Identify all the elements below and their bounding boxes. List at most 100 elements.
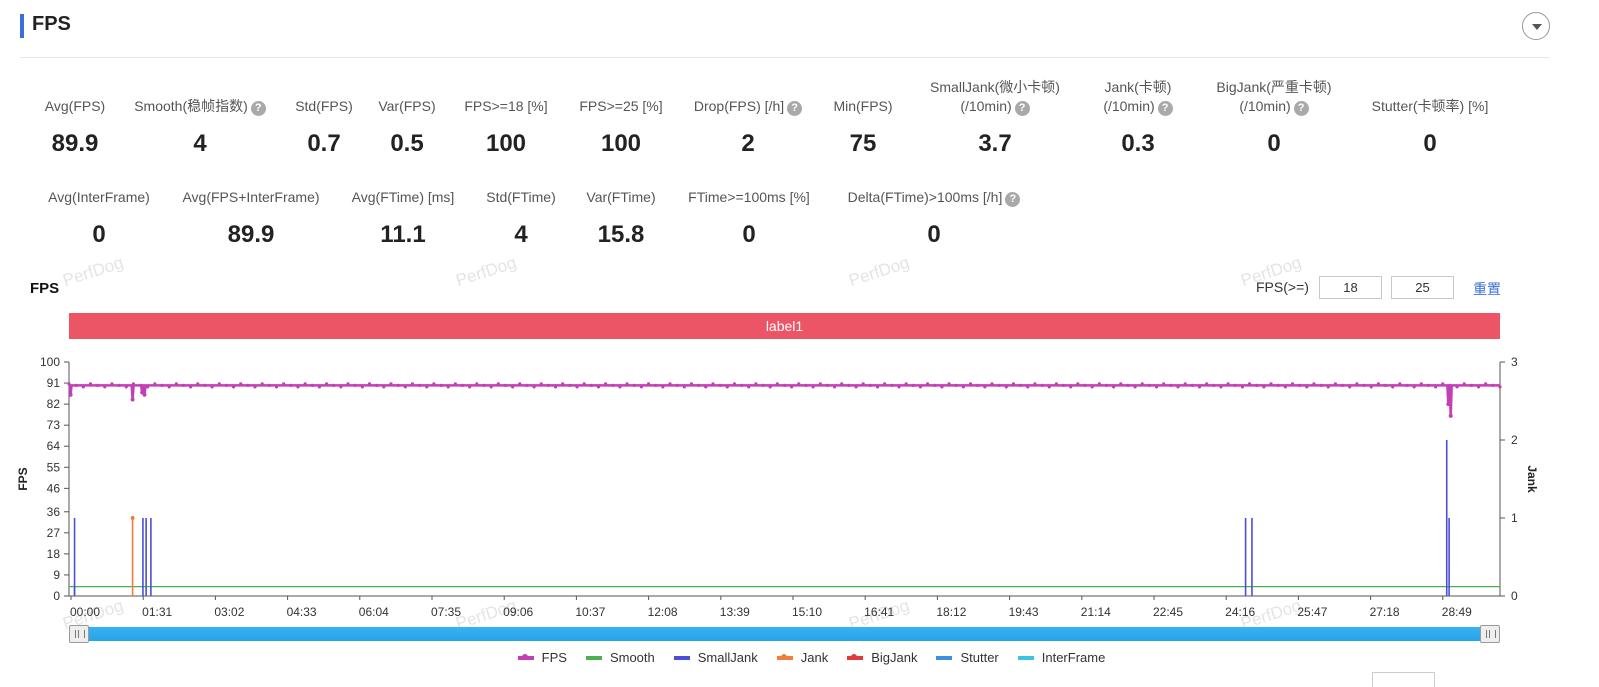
series-fps-point [217, 382, 221, 386]
metric-label-text: Var(FTime) [586, 189, 656, 205]
series-fps-point [604, 382, 608, 386]
series-fps-point [718, 383, 722, 387]
legend-item-smalljank[interactable]: SmallJank [673, 650, 758, 665]
threshold-input-2[interactable] [1391, 276, 1454, 299]
bottom-input-box[interactable] [1372, 672, 1435, 687]
series-fps-point [618, 385, 622, 389]
timeline-slider-right-handle[interactable] [1480, 625, 1500, 643]
series-fps-point [310, 383, 314, 387]
help-icon[interactable]: ? [1293, 101, 1309, 116]
series-fps-point [818, 382, 822, 386]
series-fps-point [1369, 385, 1373, 389]
series-fps-point [81, 385, 85, 389]
legend-item-smooth[interactable]: Smooth [585, 650, 655, 665]
series-fps-point [732, 382, 737, 386]
threshold-input-1[interactable] [1319, 276, 1382, 299]
series-fps-point [1412, 385, 1416, 389]
y-tick-label: 55 [47, 460, 61, 474]
timeline-slider-left-handle[interactable] [69, 625, 89, 643]
series-fps-point [582, 382, 586, 386]
series-fps-point [367, 382, 372, 386]
legend-swatch [673, 655, 690, 660]
series-fps-point [1112, 385, 1116, 389]
series-fps-point [138, 383, 143, 387]
metric-value: 100 [485, 130, 527, 157]
legend-swatch [585, 655, 602, 660]
series-fps-point [339, 385, 343, 389]
metric-label: Avg(FTime) [ms] [303, 188, 503, 207]
series-fps-point [410, 382, 415, 386]
help-icon[interactable]: ? [250, 101, 266, 116]
metric-label: Avg(InterFrame) [0, 188, 199, 207]
x-tick-label: 10:37 [575, 605, 605, 619]
series-fps-point [1004, 385, 1008, 389]
series-fps-point [983, 385, 987, 389]
series-fps-point [1283, 385, 1287, 389]
series-fps-point [1319, 383, 1323, 387]
series-fps-point [1426, 383, 1431, 387]
legend-item-jank[interactable]: Jank [776, 650, 828, 665]
series-fps-point [482, 383, 486, 387]
series-fps-point [990, 382, 994, 386]
series-fps-point [661, 385, 665, 389]
legend-item-fps[interactable]: FPS [517, 650, 567, 665]
series-fps-point [353, 383, 357, 387]
series-fps-point [1205, 382, 1209, 386]
metric-label-text: Drop(FPS) [/h] [693, 98, 785, 114]
series-fps-point [561, 382, 565, 386]
metric-label: SmallJank(微小卡顿) [895, 78, 1095, 97]
series-fps-point [231, 385, 236, 389]
timeline-slider-track[interactable] [74, 627, 1494, 641]
series-fps-point [468, 385, 472, 389]
series-fps-point [274, 385, 279, 389]
series-fps-point [968, 382, 973, 386]
y2-tick-label: 3 [1511, 355, 1518, 369]
metric-label: Jank(卡顿) [1038, 78, 1238, 97]
reset-button[interactable]: 重置 [1473, 281, 1501, 297]
metric-r1-8: SmallJank(微小卡顿) (/10min)? 3.7 [895, 78, 1095, 159]
metric-r2-0: Avg(InterFrame) 0 [0, 188, 199, 250]
help-icon[interactable]: ? [787, 101, 803, 116]
x-tick-label: 21:14 [1081, 605, 1111, 619]
legend-item-bigjank[interactable]: BigJank [847, 650, 917, 665]
series-fps-point [160, 383, 164, 387]
series-fps-point [289, 383, 293, 387]
series-fps-point [611, 383, 615, 387]
series-fps-point [1176, 385, 1180, 389]
series-fps-point [532, 385, 536, 389]
series-fps-point [74, 383, 78, 387]
metric-r1-1: Smooth(稳帧指数)? 4 [100, 97, 300, 159]
y2-tick-label: 2 [1511, 433, 1518, 447]
series-fps-point [1090, 385, 1094, 389]
series-fps-point [918, 385, 923, 389]
metric-value: 100 [600, 130, 642, 157]
x-tick-label: 24:16 [1225, 605, 1255, 619]
series-fps-point [1162, 382, 1166, 386]
help-icon[interactable]: ? [1157, 101, 1173, 116]
collapse-icon[interactable] [1522, 12, 1550, 40]
series-fps-point [439, 383, 443, 387]
y-tick-label: 18 [47, 547, 61, 561]
series-fps-point [1298, 383, 1302, 387]
series-fps-point [947, 382, 951, 386]
series-fps-point [103, 385, 107, 389]
series-fps-point [1069, 385, 1073, 389]
help-icon[interactable]: ? [1005, 192, 1021, 207]
metric-label-unit-text: (/10min) [960, 98, 1012, 114]
metric-label-text: FPS>=25 [%] [579, 98, 663, 114]
series-fps-point [825, 383, 830, 387]
series-fps-line [68, 384, 1500, 416]
help-icon[interactable]: ? [1014, 101, 1030, 116]
series-fps-point [67, 382, 71, 386]
series-fps-point [890, 383, 894, 387]
metric-r1-11: Stutter(卡顿率) [%] 0 [1330, 97, 1530, 159]
series-fps-point [954, 383, 958, 387]
metric-label-text: Stutter(卡顿率) [%] [1371, 98, 1489, 114]
label-bar[interactable]: label1 [69, 313, 1500, 339]
metric-label-text: Std(FPS) [295, 98, 353, 114]
y-tick-label: 27 [47, 526, 61, 540]
series-fps-point [1455, 385, 1459, 389]
legend-item-interframe[interactable]: InterFrame [1017, 650, 1105, 665]
series-fps-point [1097, 382, 1101, 386]
legend-item-stutter[interactable]: Stutter [936, 650, 999, 665]
